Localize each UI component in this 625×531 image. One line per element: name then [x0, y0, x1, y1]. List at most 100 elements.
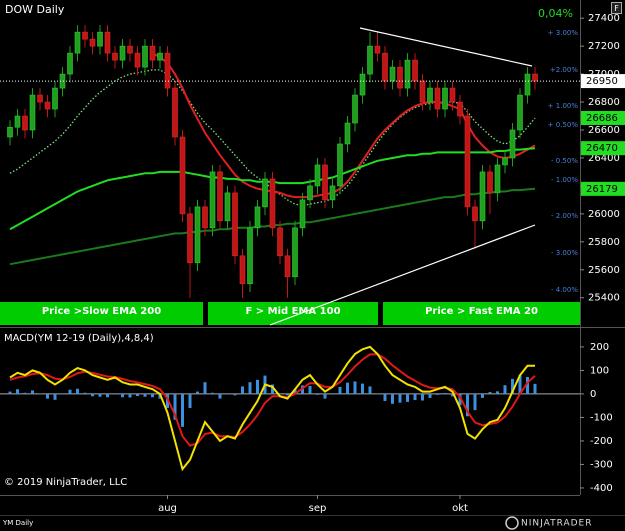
candle-body — [494, 164, 501, 194]
y-tick-label: 25800 — [588, 237, 620, 248]
candle-body — [202, 206, 208, 229]
candle-body — [104, 31, 111, 54]
candle-body — [337, 143, 343, 187]
histogram-bar — [8, 391, 12, 394]
histogram-bar — [271, 384, 274, 394]
candle-body — [29, 94, 36, 131]
histogram-bar — [181, 393, 184, 427]
histogram-bar — [286, 393, 289, 396]
candle-body — [457, 101, 463, 117]
percent-label: - 0.50% — [551, 157, 578, 165]
candle-body — [37, 94, 43, 103]
histogram-bar — [91, 393, 94, 397]
instrument: YM Daily — [2, 519, 33, 527]
candle-body — [509, 129, 516, 159]
candle-body — [427, 87, 433, 103]
histogram-bar — [128, 393, 132, 398]
trend-line — [269, 224, 536, 326]
price-tag-label: 26470 — [586, 143, 618, 154]
percent-label: + 3.00% — [548, 29, 579, 37]
histogram-bar — [383, 393, 387, 401]
y-tick-label: 25600 — [588, 265, 620, 276]
histogram-bar — [106, 393, 109, 398]
histogram-bar — [241, 386, 244, 394]
histogram-bar — [151, 393, 154, 398]
chart-title: DOW Daily — [5, 3, 65, 16]
menu-button[interactable] — [611, 2, 622, 14]
y-tick-label: -400 — [590, 483, 613, 494]
logo: NINJATRADER — [521, 519, 593, 529]
candle-body — [344, 122, 351, 145]
percent-label: - 2.00% — [551, 212, 578, 220]
y-tick-label: -200 — [590, 436, 613, 447]
candle-body — [217, 171, 223, 222]
histogram-bar — [173, 393, 177, 420]
candle-body — [532, 73, 538, 82]
candle-body — [284, 255, 291, 278]
price-tag — [581, 141, 625, 156]
percent-label: +2.00% — [550, 66, 578, 74]
x-tick-label: okt — [452, 503, 468, 514]
candle-body — [187, 213, 193, 264]
histogram-bar — [301, 385, 304, 394]
histogram-bar — [113, 393, 117, 395]
candle-body — [67, 52, 73, 75]
candle-body — [134, 52, 141, 68]
candle-body — [142, 45, 148, 68]
histogram-bar — [331, 393, 334, 395]
candle-body — [179, 136, 186, 215]
histogram-bar — [428, 393, 432, 398]
histogram-bar — [443, 392, 447, 394]
macd-line — [9, 345, 535, 472]
y-tick-label: 0 — [590, 389, 596, 400]
signal-banner — [383, 302, 580, 325]
candle-body — [82, 31, 88, 40]
candle-body — [292, 227, 298, 278]
histogram-bar — [323, 393, 327, 399]
histogram-bar — [278, 393, 282, 395]
histogram-bar — [473, 393, 477, 411]
candle-body — [524, 73, 531, 96]
candle-body — [52, 87, 58, 110]
histogram-bar — [203, 382, 207, 394]
candle-body — [209, 171, 216, 229]
histogram-bar — [61, 393, 64, 395]
histogram-bar — [256, 379, 259, 394]
histogram-bar — [436, 393, 439, 395]
menu-button-label[interactable]: F — [614, 4, 619, 13]
y-tick-label: 26600 — [588, 125, 620, 136]
percent-label: - 4.00% — [551, 286, 578, 294]
y-tick-label: 26000 — [588, 209, 620, 220]
histogram-bar — [136, 393, 139, 397]
histogram-bar — [68, 389, 72, 394]
histogram-bar — [511, 378, 514, 394]
candle-body — [517, 94, 523, 131]
price-tag-label: 26179 — [586, 184, 618, 195]
candle-body — [232, 192, 238, 257]
histogram-bar — [46, 393, 49, 399]
candle-body — [434, 87, 441, 110]
candle-body — [502, 157, 508, 166]
histogram-bar — [481, 393, 484, 398]
percent-label: - 3.00% — [551, 249, 578, 257]
candle-body — [239, 255, 246, 285]
macd-panel — [0, 345, 580, 472]
candle-body — [14, 115, 21, 128]
percent-label: - 1.00% — [551, 176, 578, 184]
copyright: © 2019 NinjaTrader, LLC — [4, 477, 127, 488]
indicator-line — [152, 52, 536, 199]
histogram-bar — [496, 391, 499, 394]
signal-label: F > Mid EMA 100 — [245, 306, 340, 317]
histogram-bar — [83, 392, 87, 394]
candle-body — [322, 164, 328, 201]
candle-body — [254, 206, 261, 229]
candle-body — [269, 178, 276, 229]
candle-body — [149, 45, 156, 61]
y-tick-label: 26400 — [588, 153, 620, 164]
x-tick-label: aug — [158, 503, 177, 514]
y-tick-label: 100 — [590, 365, 609, 376]
axes: 2540025600258002600026200264002660026800… — [0, 13, 625, 514]
histogram-bar — [31, 390, 34, 394]
candle-body — [419, 80, 426, 103]
